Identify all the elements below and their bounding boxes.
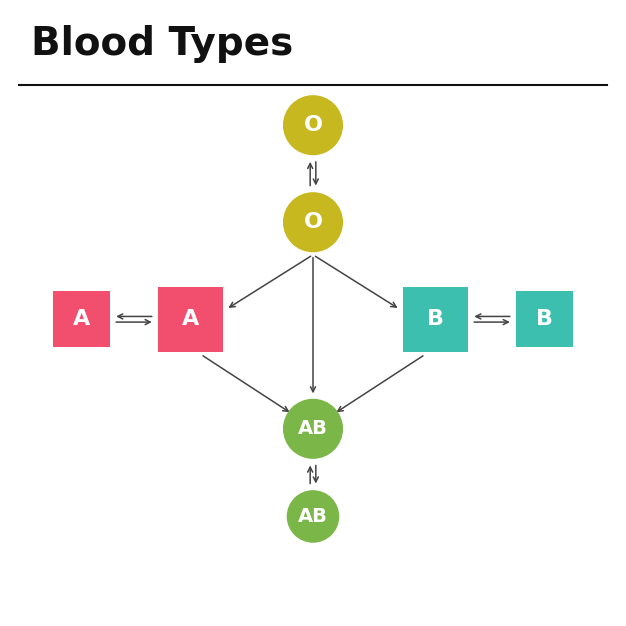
FancyBboxPatch shape (516, 291, 573, 347)
Circle shape (283, 95, 343, 155)
Circle shape (283, 399, 343, 459)
Text: O: O (304, 115, 322, 135)
Text: A: A (182, 309, 200, 329)
Text: B: B (536, 309, 553, 329)
Circle shape (283, 192, 343, 252)
FancyBboxPatch shape (158, 287, 223, 352)
Text: B: B (426, 309, 444, 329)
Text: AB: AB (298, 419, 328, 438)
Circle shape (287, 490, 339, 543)
Text: Blood Types: Blood Types (31, 25, 294, 63)
FancyBboxPatch shape (53, 291, 110, 347)
Text: A: A (73, 309, 90, 329)
Text: O: O (304, 212, 322, 232)
Text: AB: AB (298, 507, 328, 526)
FancyBboxPatch shape (403, 287, 468, 352)
